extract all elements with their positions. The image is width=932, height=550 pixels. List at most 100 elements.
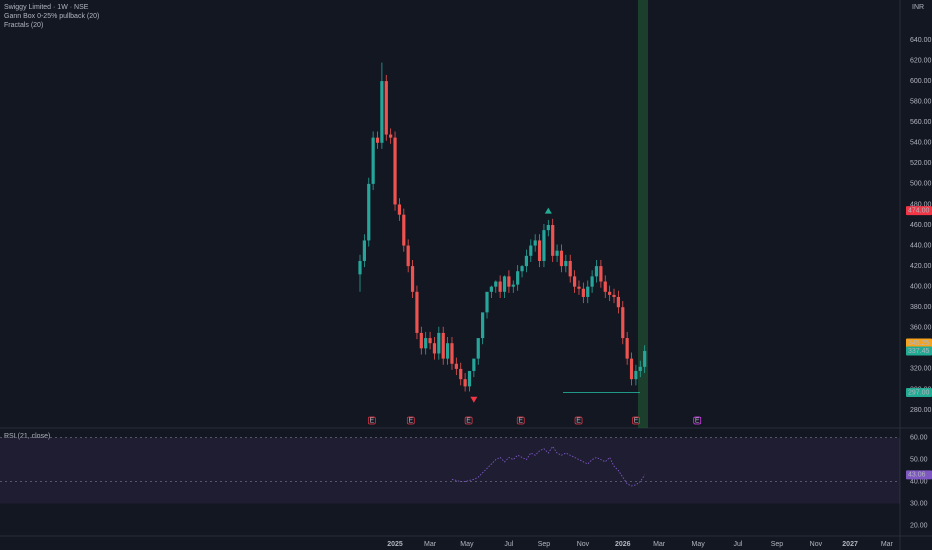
x-tick-label: Nov [810,541,823,548]
y-tick-label: 440.00 [910,242,932,249]
candle-body [402,214,406,246]
candle-body [524,255,529,267]
earnings-label: E [695,418,700,425]
candle-body [590,276,594,287]
candle-body [555,250,559,256]
candle-body [445,343,450,359]
candle-body [450,343,454,364]
candle-body [489,286,493,292]
candle-body [634,370,638,380]
candle-body [542,230,546,261]
candle-body [594,266,599,277]
x-tick-label: 2026 [615,541,631,548]
candle-body [410,266,415,292]
earnings-marker [406,416,415,425]
candle-body [371,137,375,184]
x-tick-label: Sep [538,541,551,548]
candle-body [424,338,428,349]
earnings-label: E [634,418,639,425]
y-tick-label: 640.00 [910,37,932,44]
candle-body [393,137,397,205]
candle-body [380,81,384,143]
candle-body [432,343,437,354]
rsi-tick-label: 60.00 [910,435,928,442]
candle-body [507,276,511,287]
fractal [470,396,478,403]
fractal [544,207,552,214]
price-label-bg [906,206,932,216]
candle-body [481,312,485,339]
candle-body [511,284,515,287]
candle-body [638,366,642,371]
currency: INR [912,4,924,11]
rsi-label: 43.06 [908,472,926,479]
price-label-bg [906,388,932,398]
candle-body [612,294,616,297]
rsi-title: RSI (21, close) [4,433,50,440]
y-tick-label: 600.00 [910,78,932,85]
candle-body [621,307,625,339]
candle-body [467,370,472,387]
chart-title: Swiggy Limited · 1W · NSE [4,4,89,11]
x-tick-label: Mar [881,541,894,548]
candle-body [389,134,393,138]
earnings-marker [574,416,583,425]
candle-body [520,266,524,272]
candle-body [599,266,603,282]
candle-body [419,332,423,349]
earnings-label: E [408,418,413,425]
candle-body [581,288,585,297]
candle-body [616,296,620,308]
x-tick-label: Jul [504,541,513,548]
price-label: 337.45 [908,348,930,355]
candle-body [603,281,607,292]
y-tick-label: 280.00 [910,407,932,414]
candle-body [384,81,388,135]
earnings-marker [464,416,473,425]
candle-body [537,240,542,261]
candle-body [367,183,371,241]
y-tick-label: 520.00 [910,160,932,167]
candle-body [577,286,581,289]
earnings-label: E [518,418,523,425]
x-tick-label: Mar [653,541,666,548]
rsi-tick-label: 20.00 [910,522,928,529]
candle-body [454,363,458,369]
price-label: 297.00 [908,389,930,396]
y-tick-label: 560.00 [910,119,932,126]
x-tick-label: May [691,541,705,548]
candle-body [643,350,647,367]
price-label-bg [906,346,932,356]
candle-body [629,358,634,380]
candle-body [559,250,564,267]
candle-body [362,240,366,261]
x-tick-label: Sep [771,541,784,548]
x-tick-label: 2027 [842,541,858,548]
candle-body [572,276,577,287]
y-tick-label: 540.00 [910,140,932,147]
candle-body [533,240,537,246]
y-tick-label: 480.00 [910,201,932,208]
x-tick-label: Jul [733,541,742,548]
indicator-label: Fractals (20) [4,22,43,29]
candle-body [397,204,402,215]
candle-body [375,137,380,143]
earnings-marker [516,416,525,425]
candle-body [494,281,498,287]
candle-body [516,271,520,285]
candle-body [472,358,476,371]
candle-body [551,224,555,256]
earnings-label: E [466,418,471,425]
x-tick-label: Mar [424,541,437,548]
rsi-tick-label: 50.00 [910,456,928,463]
rsi-line [451,445,646,487]
candle-body [437,332,441,354]
earnings-marker [632,416,640,425]
candle-body [625,338,629,359]
candle-body [463,379,467,387]
rsi-tick-label: 40.00 [910,478,928,485]
candle-body [502,276,507,292]
x-tick-label: May [460,541,474,548]
